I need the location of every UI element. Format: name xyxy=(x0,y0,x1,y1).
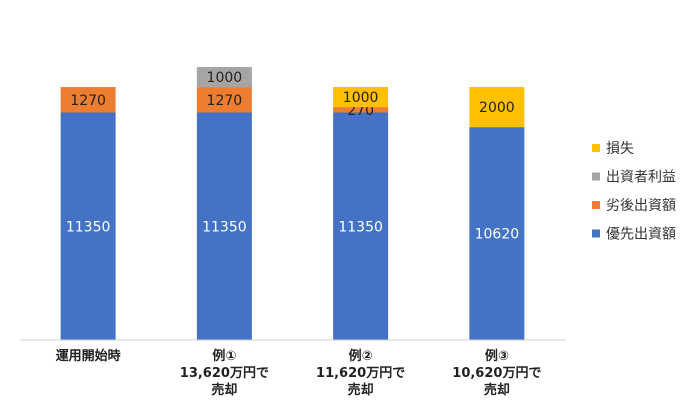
data-label: 1270 xyxy=(70,93,106,109)
bar-segment xyxy=(60,112,116,340)
legend-swatch xyxy=(592,172,600,181)
bar-segment xyxy=(469,127,525,340)
bar-segment xyxy=(469,87,525,128)
x-tick-label: 例① 13,620万円で 売却 xyxy=(179,349,269,398)
bar-segment xyxy=(333,112,389,340)
legend-label: 劣後出資額 xyxy=(606,198,676,214)
x-tick-label: 例② 11,620万円で 売却 xyxy=(316,349,406,398)
x-tick-label: 例③ 10,620万円で 売却 xyxy=(452,349,542,398)
bar-segment xyxy=(333,107,389,113)
legend-label: 優先出資額 xyxy=(606,227,676,243)
bar-segment xyxy=(333,87,389,108)
bar-segment xyxy=(60,87,116,113)
bar-segment xyxy=(196,87,252,113)
data-label: 11350 xyxy=(66,219,111,235)
x-tick-label: 運用開始時 xyxy=(55,349,121,364)
data-label: 11350 xyxy=(338,219,383,235)
data-label: 1270 xyxy=(207,93,243,109)
data-label: 1000 xyxy=(207,70,243,86)
legend-label: 出資者利益 xyxy=(606,170,676,186)
data-label: 11350 xyxy=(202,219,247,235)
data-label: 1000 xyxy=(343,90,379,106)
data-label: 10620 xyxy=(475,227,520,243)
legend-swatch xyxy=(592,201,600,209)
bar-segment xyxy=(196,112,252,340)
data-label: 2000 xyxy=(479,100,515,116)
bar-segment xyxy=(196,67,252,88)
legend-label: 損失 xyxy=(606,141,634,157)
legend-swatch xyxy=(592,229,600,238)
legend-swatch xyxy=(592,144,600,152)
